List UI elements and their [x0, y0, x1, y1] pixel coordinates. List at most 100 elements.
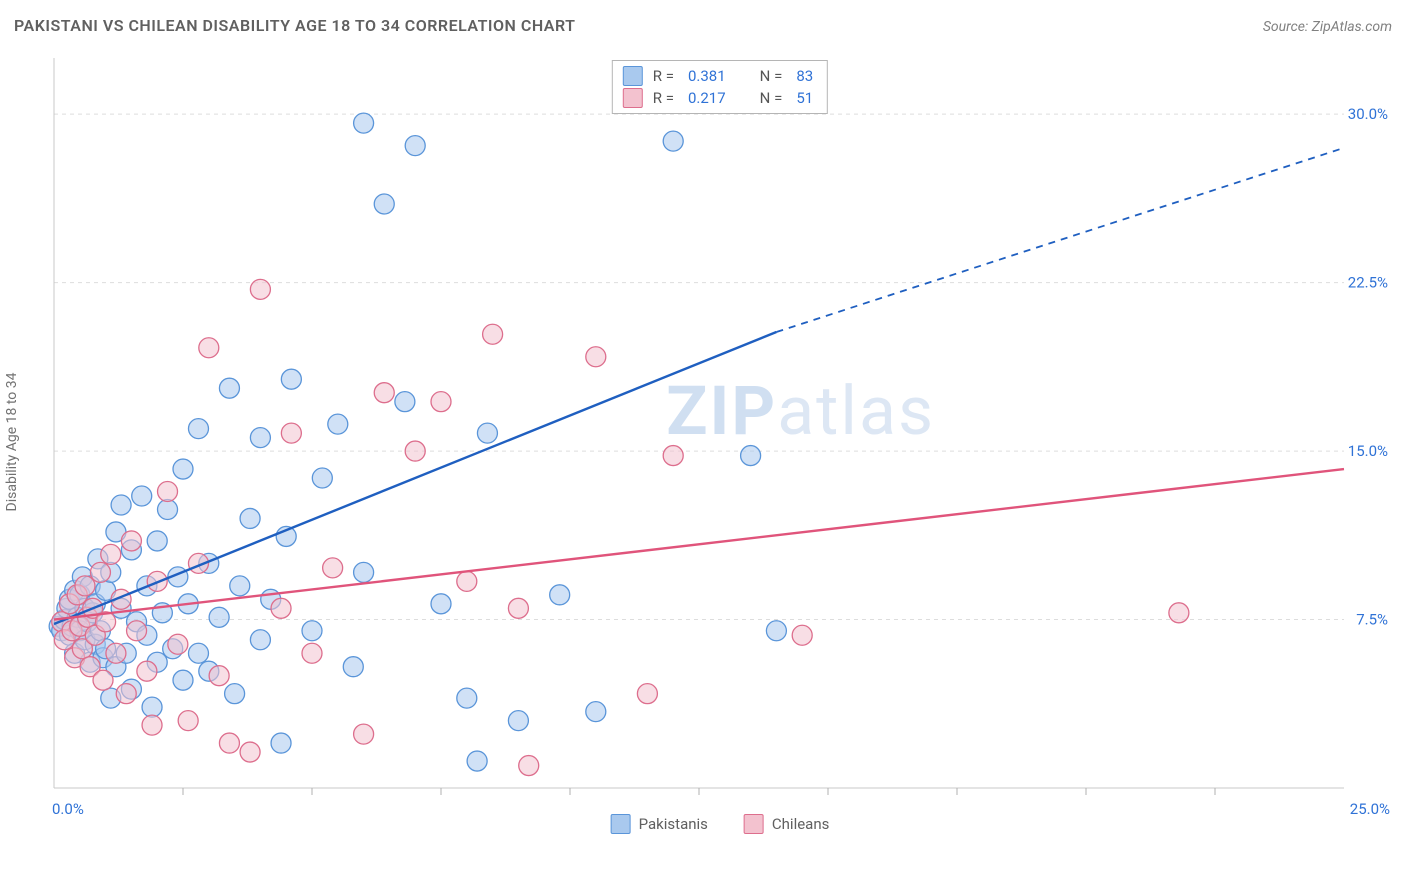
data-point — [158, 499, 178, 519]
data-point — [354, 113, 374, 133]
data-point — [483, 324, 503, 344]
data-point — [219, 378, 239, 398]
legend-series-label: Pakistanis — [639, 815, 708, 833]
trend-line — [54, 469, 1344, 619]
y-axis-tick-label: 7.5% — [1356, 611, 1388, 629]
data-point — [142, 715, 162, 735]
data-point — [323, 558, 343, 578]
data-point — [663, 131, 683, 151]
data-point — [312, 468, 332, 488]
data-point — [111, 495, 131, 515]
correlation-legend: R = 0.381 N = 83 R = 0.217 N = 51 — [612, 60, 828, 114]
data-point — [137, 661, 157, 681]
data-point — [405, 441, 425, 461]
data-point — [158, 482, 178, 502]
data-point — [302, 621, 322, 641]
data-point — [209, 666, 229, 686]
data-point — [405, 136, 425, 156]
data-point — [741, 446, 761, 466]
data-point — [250, 279, 270, 299]
legend-series-label: Chileans — [772, 815, 829, 833]
data-point — [132, 486, 152, 506]
data-point — [792, 625, 812, 645]
data-point — [240, 508, 260, 528]
data-point — [508, 598, 528, 618]
data-point — [188, 643, 208, 663]
data-point — [281, 369, 301, 389]
data-point — [1169, 603, 1189, 623]
data-point — [271, 598, 291, 618]
data-point — [250, 630, 270, 650]
data-point — [281, 423, 301, 443]
data-point — [477, 423, 497, 443]
data-point — [225, 684, 245, 704]
data-point — [106, 643, 126, 663]
data-point — [354, 724, 374, 744]
data-point — [519, 756, 539, 776]
data-point — [328, 414, 348, 434]
data-point — [168, 634, 188, 654]
data-point — [271, 733, 291, 753]
legend-swatch — [744, 814, 764, 834]
data-point — [374, 383, 394, 403]
data-point — [240, 742, 260, 762]
data-point — [147, 531, 167, 551]
chart-area: Disability Age 18 to 34 7.5%15.0%22.5%30… — [48, 54, 1392, 830]
data-point — [586, 347, 606, 367]
legend-swatch — [623, 88, 643, 108]
data-point — [142, 697, 162, 717]
legend-r-label: R = — [653, 87, 674, 109]
data-point — [173, 459, 193, 479]
data-point — [354, 562, 374, 582]
x-axis-origin-label: 0.0% — [52, 800, 84, 818]
data-point — [374, 194, 394, 214]
data-point — [302, 643, 322, 663]
y-axis-tick-label: 15.0% — [1348, 442, 1388, 460]
data-point — [188, 419, 208, 439]
data-point — [178, 711, 198, 731]
data-point — [173, 670, 193, 690]
data-point — [508, 711, 528, 731]
data-point — [199, 338, 219, 358]
legend-r-value: 0.217 — [688, 87, 726, 109]
y-axis-tick-label: 30.0% — [1348, 105, 1388, 123]
data-point — [457, 571, 477, 591]
legend-swatch — [611, 814, 631, 834]
legend-n-value: 51 — [796, 87, 813, 109]
data-point — [586, 702, 606, 722]
source-prefix: Source: — [1263, 19, 1312, 35]
legend-n-label: N = — [760, 65, 783, 87]
chart-header: PAKISTANI VS CHILEAN DISABILITY AGE 18 T… — [14, 16, 1392, 35]
data-point — [101, 544, 121, 564]
legend-n-value: 83 — [796, 65, 813, 87]
data-point — [431, 392, 451, 412]
series-legend: Pakistanis Chileans — [611, 814, 830, 834]
data-point — [116, 684, 136, 704]
scatter-plot: 7.5% 15.0% 22.5% 30.0% — [48, 54, 1392, 830]
y-axis-label: Disability Age 18 to 34 — [4, 373, 20, 512]
data-point — [209, 607, 229, 627]
trend-line-extrapolated — [776, 148, 1344, 332]
data-point — [93, 670, 113, 690]
data-point — [457, 688, 477, 708]
source-name: ZipAtlas.com — [1312, 19, 1392, 35]
data-point — [343, 657, 363, 677]
data-point — [127, 621, 147, 641]
data-point — [431, 594, 451, 614]
chart-title: PAKISTANI VS CHILEAN DISABILITY AGE 18 T… — [14, 16, 575, 35]
data-point — [637, 684, 657, 704]
data-point — [219, 733, 239, 753]
x-axis-max-label: 25.0% — [1350, 800, 1390, 818]
trend-line — [54, 332, 776, 624]
data-point — [75, 576, 95, 596]
source-attribution: Source: ZipAtlas.com — [1263, 19, 1392, 35]
data-point — [766, 621, 786, 641]
legend-r-value: 0.381 — [688, 65, 726, 87]
legend-n-label: N = — [760, 87, 783, 109]
data-point — [230, 576, 250, 596]
legend-r-label: R = — [653, 65, 674, 87]
data-point — [663, 446, 683, 466]
data-point — [467, 751, 487, 771]
y-axis-tick-label: 22.5% — [1348, 274, 1388, 292]
data-point — [121, 531, 141, 551]
